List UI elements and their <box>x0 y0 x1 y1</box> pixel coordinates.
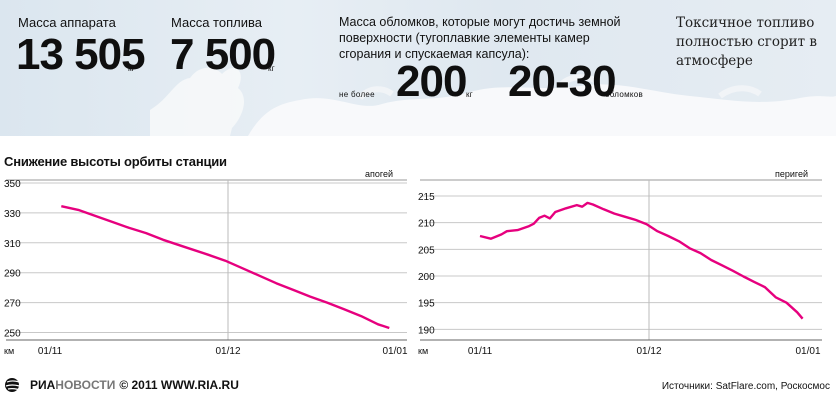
y-axis-unit: км <box>418 346 428 356</box>
series-line <box>479 201 804 320</box>
debris-mass-unit: кг <box>466 90 474 99</box>
logo-novosti-text: НОВОСТИ <box>55 378 116 392</box>
x-tick-label: 01/11 <box>468 346 493 357</box>
chart-title: Снижение высоты орбиты станции <box>4 154 227 169</box>
mass-value: 13 505 <box>16 30 146 79</box>
ria-logo: РИА НОВОСТИ © 2011 WWW.RIA.RU <box>4 377 239 393</box>
series-title: апогей <box>365 170 393 179</box>
y-tick-label: 210 <box>418 219 435 230</box>
y-tick-label: 310 <box>4 239 21 250</box>
x-tick-label: 01/11 <box>38 346 63 357</box>
fuel-unit: кг <box>268 64 276 73</box>
y-tick-label: 290 <box>4 269 21 280</box>
y-tick-label: 205 <box>418 245 435 256</box>
source-text: Источники: SatFlare.com, Роскосмос <box>661 381 830 392</box>
y-tick-label: 350 <box>4 179 21 190</box>
y-tick-label: 215 <box>418 192 435 203</box>
map-background <box>150 67 836 136</box>
x-tick-label: 01/12 <box>636 346 661 357</box>
x-tick-label: 01/01 <box>382 346 407 357</box>
info-banner: Масса аппарата 13 505 кг Масса топлива 7… <box>0 0 836 136</box>
y-tick-label: 330 <box>4 209 21 220</box>
series-line <box>61 205 390 330</box>
ria-globe-icon <box>5 378 26 392</box>
debris-count-value: 20-30 <box>508 57 617 106</box>
logo-ria-text: РИА <box>30 378 56 392</box>
y-tick-label: 195 <box>418 299 435 310</box>
copyright-text: © 2011 WWW.RIA.RU <box>119 378 239 392</box>
mass-unit: кг <box>128 64 136 73</box>
fuel-label: Масса топлива <box>171 15 262 30</box>
y-tick-label: 270 <box>4 299 21 310</box>
y-tick-label: 190 <box>418 325 435 336</box>
x-tick-label: 01/01 <box>795 346 820 357</box>
mass-label: Масса аппарата <box>18 15 116 30</box>
fuel-value: 7 500 <box>170 30 276 79</box>
debris-count-unit: обломков <box>605 90 644 99</box>
debris-prefix: не более <box>339 90 375 99</box>
series-title: перигей <box>775 170 808 179</box>
y-axis-unit: км <box>4 346 14 356</box>
y-tick-label: 250 <box>4 329 21 340</box>
x-tick-label: 01/12 <box>215 346 240 357</box>
orbit-charts: 250 270 290 310 330 350 01/11 01/12 01/01 км апоге… <box>4 170 822 357</box>
debris-description: Масса обломков, которые могут достичь зе… <box>339 15 621 61</box>
y-tick-label: 200 <box>418 272 435 283</box>
toxic-note: Токсичное топливо полностью сгорит в атм… <box>676 15 818 69</box>
debris-mass-value: 200 <box>396 57 467 106</box>
